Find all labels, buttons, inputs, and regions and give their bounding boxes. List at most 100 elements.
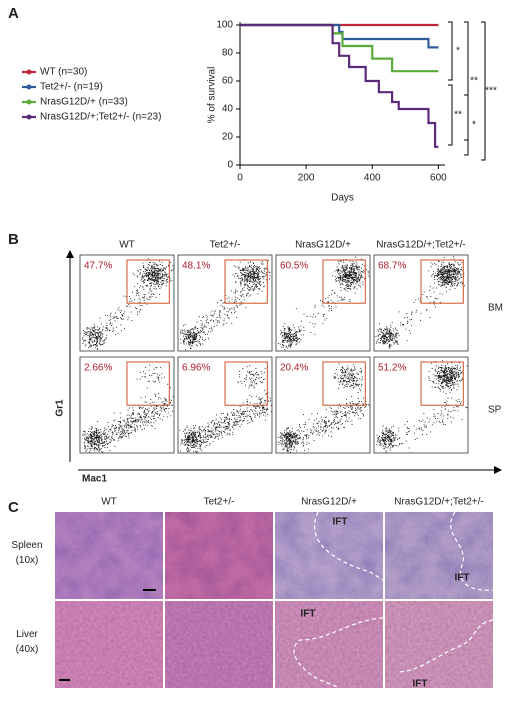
event [243,274,245,275]
event [137,419,139,421]
event [191,440,193,442]
event [440,270,442,271]
event [186,343,188,345]
event [191,339,193,341]
event [354,267,356,269]
event [347,268,348,269]
event [234,311,236,313]
event [359,408,361,409]
event [293,336,294,337]
event [292,437,293,439]
event [210,331,212,333]
event [148,407,150,409]
micrograph [385,601,493,688]
event [240,291,242,293]
event [142,287,144,289]
event [156,280,158,282]
event [235,421,237,422]
event [456,285,457,287]
event [380,339,381,341]
event [92,342,94,344]
event [433,291,435,293]
event [440,272,442,274]
event [113,420,115,422]
event [381,339,383,341]
event [164,272,166,274]
event [286,427,288,429]
event [256,269,258,270]
event [282,435,284,437]
event [97,445,99,447]
event [385,333,387,335]
event [456,268,458,269]
event [103,433,105,435]
event [342,273,344,275]
event [182,329,184,331]
event [359,282,361,284]
event [102,336,104,338]
event [138,414,140,415]
event [318,434,320,436]
event [355,266,357,267]
event [303,424,305,425]
event [450,284,452,285]
event [105,337,107,338]
event [296,435,298,437]
event [93,324,95,326]
event [335,409,337,411]
event [227,414,229,416]
event [242,270,244,272]
event [289,438,290,440]
event [235,273,236,275]
event [332,411,334,413]
event [226,298,228,300]
event [351,405,353,407]
event [252,420,254,422]
event [142,262,144,264]
event [353,275,355,277]
event [344,266,346,268]
event [458,399,460,400]
event [293,339,295,341]
event [352,281,353,283]
event [247,277,249,278]
event [119,421,121,423]
event [454,264,455,266]
event [104,436,105,438]
event [356,278,358,280]
event [334,419,335,420]
event [146,275,148,276]
event [192,444,194,446]
event [222,324,224,326]
event [323,421,325,422]
event [260,277,261,279]
event [310,332,312,333]
event [342,276,344,278]
event [208,437,210,439]
event [184,439,186,441]
event [189,436,191,438]
event [109,323,111,325]
event [348,375,350,377]
event [201,429,203,431]
event [339,278,341,280]
event [214,437,216,439]
event [438,268,439,270]
event [144,421,146,423]
event [249,276,251,277]
event [351,267,352,268]
event [147,273,149,275]
event [294,442,296,444]
event [460,275,462,276]
event [97,441,99,443]
event [234,312,235,314]
event [259,281,260,282]
event [386,331,388,333]
event [188,439,190,441]
event [101,440,102,442]
event [331,289,333,291]
event [292,441,294,443]
event [346,419,348,421]
event [346,386,348,388]
event [449,274,451,276]
